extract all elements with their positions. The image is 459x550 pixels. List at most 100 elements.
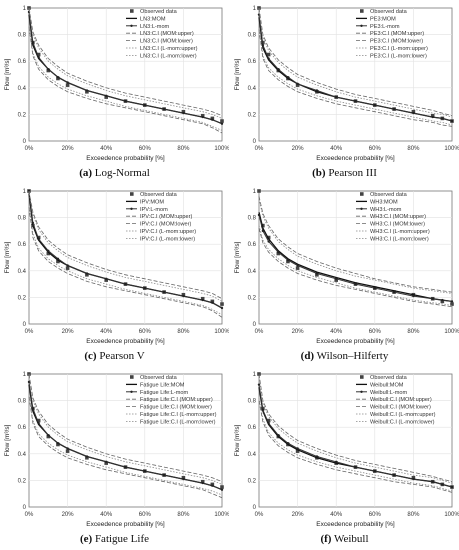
- lmom-marker: [335, 277, 338, 280]
- legend-swatch-observed: [360, 192, 364, 196]
- observed-point: [181, 475, 186, 480]
- series-ci-lmom-line: [258, 225, 453, 306]
- x-axis-label: Exceedence probability [%]: [316, 155, 395, 162]
- observed-point: [65, 266, 70, 270]
- observed-point: [36, 52, 41, 57]
- legend-swatch-observed: [130, 9, 134, 13]
- lmom-marker: [412, 111, 415, 115]
- observed-point: [295, 266, 300, 270]
- legend-marker: [130, 24, 133, 27]
- legend-label: Observed data: [370, 192, 408, 198]
- observed-point: [257, 189, 261, 193]
- chart-svg: 0% 20% 40% 60% 80% 100% 0 0.2 0.4 0.6 0.8 1 Exceeden…: [4, 6, 229, 162]
- lmom-marker: [261, 229, 265, 233]
- y-tick-label: 1: [253, 6, 257, 12]
- lmom-marker: [47, 433, 50, 437]
- series-ci-lmom-line: [28, 393, 223, 496]
- plot-area: [258, 190, 453, 325]
- chart-svg: 0% 20% 40% 60% 80% 100% 0 0.2 0.4 0.6 0.8 1 Exceeden…: [234, 372, 459, 528]
- panel-caption: (c) Pearson V: [0, 350, 229, 362]
- legend-label: LN3:MOM: [140, 16, 166, 22]
- y-axis-label: Flow [m³/s]: [234, 241, 241, 273]
- observed-point: [220, 485, 224, 489]
- x-tick-label: 0%: [255, 329, 264, 335]
- lmom-marker: [441, 298, 444, 302]
- x-tick-label: 60%: [369, 512, 382, 518]
- legend-label: PE3:C.I (L-mom:lower): [370, 53, 427, 59]
- observed-point: [56, 76, 60, 81]
- lmom-marker: [431, 115, 434, 119]
- series-ci-mom-line: [258, 196, 453, 293]
- lmom-marker: [105, 94, 108, 97]
- lmom-marker: [47, 67, 50, 71]
- x-tick-label: 100%: [444, 329, 459, 335]
- series-ci-lmom-line: [258, 376, 453, 484]
- caption-title: Pearson III: [325, 167, 377, 179]
- legend-label: IPV:C.I (MOM:lower): [140, 222, 192, 228]
- legend-label: PE3:C.I (L-mom:upper): [370, 46, 428, 52]
- observed-point: [450, 302, 454, 306]
- observed-point: [210, 116, 215, 121]
- x-tick-label: 60%: [139, 512, 152, 518]
- observed-point: [85, 89, 89, 94]
- legend-label: WH3:L-mom: [370, 207, 402, 213]
- lmom-marker: [162, 473, 166, 477]
- lmom-marker: [85, 455, 89, 458]
- lmom-marker: [441, 117, 444, 120]
- y-tick-label: 0.8: [18, 216, 27, 222]
- chart-svg: 0% 20% 40% 60% 80% 100% 0 0.2 0.4 0.6 0.8 1 Exceeden…: [4, 189, 229, 345]
- x-tick-label: 0%: [255, 146, 264, 152]
- observed-point: [65, 83, 70, 87]
- x-tick-label: 60%: [369, 146, 382, 152]
- caption-letter: (d): [300, 350, 315, 362]
- y-tick-label: 0: [253, 505, 257, 511]
- legend-marker: [360, 24, 363, 27]
- x-tick-label: 80%: [177, 512, 190, 518]
- lmom-marker: [220, 122, 224, 125]
- lmom-marker: [335, 95, 338, 99]
- y-tick-label: 0.8: [248, 33, 257, 39]
- observed-point: [220, 302, 224, 306]
- y-tick-label: 0.6: [18, 425, 27, 431]
- observed-point: [266, 418, 271, 423]
- observed-point: [295, 449, 300, 453]
- chart-panel-log-normal: 0% 20% 40% 60% 80% 100% 0 0.2 0.4 0.6 0.8 1 Exceeden…: [0, 0, 229, 183]
- lmom-marker: [392, 290, 396, 294]
- lmom-marker: [267, 57, 270, 60]
- y-tick-label: 0.2: [18, 295, 27, 301]
- lmom-marker: [56, 75, 60, 79]
- y-tick-label: 0.2: [18, 112, 27, 118]
- observed-point: [220, 119, 224, 123]
- lmom-marker: [354, 465, 357, 469]
- y-tick-label: 0.8: [18, 33, 27, 39]
- x-tick-label: 20%: [62, 146, 75, 152]
- x-tick-label: 40%: [100, 146, 113, 152]
- legend-swatch-observed: [130, 375, 134, 379]
- x-axis-label: Exceedence probability [%]: [86, 155, 165, 162]
- x-tick-label: 0%: [255, 512, 264, 518]
- observed-point: [266, 52, 271, 57]
- series-ci-mom-line: [28, 26, 223, 134]
- y-tick-label: 0.6: [18, 242, 27, 248]
- panel-caption: (f) Weibull: [230, 533, 459, 545]
- lmom-marker: [267, 240, 270, 243]
- panel-caption: (a) Log-Normal: [0, 167, 229, 179]
- lmom-marker: [124, 465, 127, 469]
- legend-label: LN3:L-mom: [140, 24, 170, 30]
- lmom-marker: [56, 257, 60, 261]
- observed-point: [27, 6, 31, 10]
- plot-area: [28, 7, 223, 142]
- lmom-marker: [412, 294, 415, 298]
- legend-marker: [130, 390, 133, 393]
- legend-label: Fatigue Life:C.I (L-mom:lower): [140, 419, 216, 425]
- legend-label: IPV:C.I (MOM:upper): [140, 214, 192, 220]
- observed-point: [286, 259, 290, 264]
- lmom-marker: [37, 56, 40, 59]
- observed-point: [411, 475, 416, 480]
- lmom-marker: [441, 483, 444, 486]
- caption-letter: (a): [79, 167, 93, 179]
- lmom-marker: [296, 447, 299, 450]
- legend-swatch-observed: [360, 9, 364, 13]
- observed-point: [334, 278, 338, 282]
